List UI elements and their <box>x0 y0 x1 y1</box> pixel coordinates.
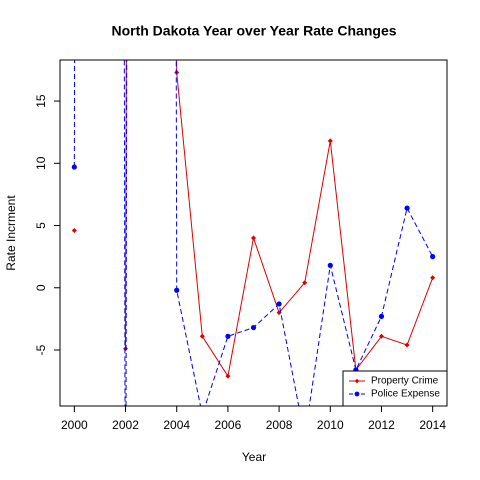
point <box>430 254 436 260</box>
point <box>123 346 129 352</box>
x-tick-label: 2008 <box>266 418 293 432</box>
chart-title: North Dakota Year over Year Rate Changes <box>111 23 396 39</box>
point <box>71 164 77 170</box>
x-tick-label: 2002 <box>112 418 139 432</box>
point <box>327 262 333 268</box>
point <box>276 301 282 307</box>
point <box>404 205 410 211</box>
series-line <box>125 60 434 378</box>
point <box>302 280 308 286</box>
legend-box <box>342 370 448 407</box>
x-tick-label: 2014 <box>419 418 446 432</box>
x-tick-label: 2006 <box>215 418 242 432</box>
point <box>302 435 307 440</box>
y-tick-label: -5 <box>34 344 48 355</box>
y-tick-label: 10 <box>34 156 48 170</box>
legend-label: Property Crime <box>371 376 439 387</box>
point <box>199 333 205 339</box>
legend-label: Police Expense <box>371 389 440 400</box>
x-tick-label: 2010 <box>317 418 344 432</box>
y-tick-label: 0 <box>34 284 48 291</box>
plot-area <box>71 60 436 440</box>
x-tick-label: 2012 <box>368 418 395 432</box>
x-tick-label: 2004 <box>163 418 190 432</box>
point <box>404 342 410 348</box>
y-tick-label: 15 <box>34 94 48 108</box>
point <box>327 138 333 144</box>
legend-marker <box>354 378 360 384</box>
x-axis-label: Year <box>242 450 266 464</box>
point <box>225 373 231 379</box>
point <box>250 324 257 331</box>
point <box>430 275 436 281</box>
point <box>225 333 231 339</box>
point <box>378 313 385 319</box>
y-axis-label: Rate Incrment <box>4 195 18 271</box>
point <box>174 287 180 293</box>
x-tick-label: 2000 <box>61 418 88 432</box>
y-tick-label: 5 <box>34 222 48 229</box>
point <box>71 228 77 234</box>
point <box>200 412 205 417</box>
legend-marker <box>354 391 360 397</box>
point <box>251 235 256 241</box>
point <box>378 333 384 339</box>
plot-frame <box>59 59 448 407</box>
